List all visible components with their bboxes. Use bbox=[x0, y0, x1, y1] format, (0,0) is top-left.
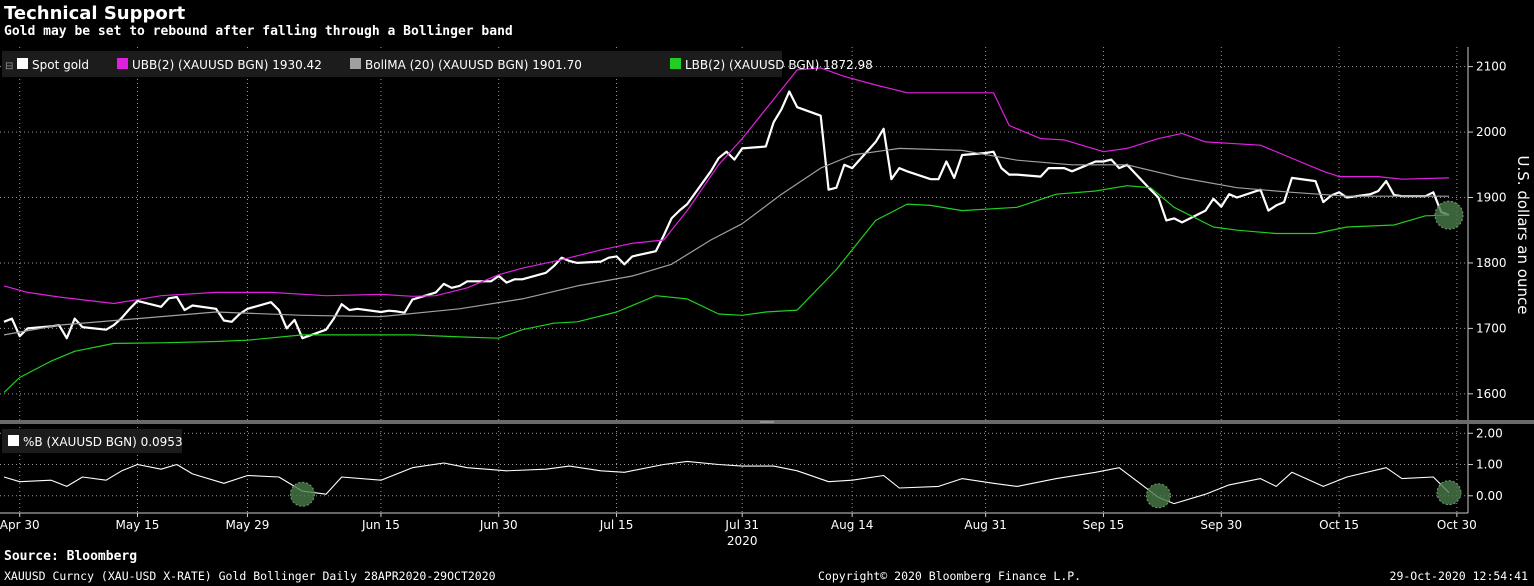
legend-swatch bbox=[117, 58, 128, 69]
series-line bbox=[3, 460, 1450, 505]
series-line bbox=[3, 185, 1450, 393]
source-note: Source: Bloomberg bbox=[4, 549, 138, 564]
legend-label: LBB(2) (XAUUSD BGN) 1872.98 bbox=[685, 58, 873, 72]
x-tick-label: May 15 bbox=[116, 518, 160, 532]
y-tick-label: 2100 bbox=[1476, 60, 1507, 74]
chart-subtitle: Gold may be set to rebound after falling… bbox=[4, 24, 513, 39]
x-tick-label: Oct 30 bbox=[1437, 518, 1477, 532]
x-tick-label: Jul 31 bbox=[724, 518, 759, 532]
legend-swatch bbox=[17, 58, 28, 69]
y-tick-label: 1900 bbox=[1476, 191, 1507, 205]
percent-b-panel-series bbox=[3, 460, 1450, 505]
highlight-marker bbox=[1436, 480, 1462, 506]
legend-collapse-icon: ⊟ bbox=[5, 61, 13, 72]
x-tick-label: Oct 15 bbox=[1319, 518, 1359, 532]
x-tick-label: Apr 30 bbox=[0, 518, 40, 532]
axes: Apr 30 May 15 May 29 Jun 15 Jun 30 Jul 15 Jul … bbox=[0, 47, 1534, 548]
y-tick-label: 0.00 bbox=[1476, 489, 1503, 503]
highlight-markers bbox=[289, 200, 1464, 509]
y-axis-label: U.S. dollars an ounce bbox=[1514, 156, 1532, 315]
y-tick-label: 2.00 bbox=[1476, 426, 1503, 440]
main-legend: ⊟ Spot gold UBB(2) (XAUUSD BGN) 1930.42 Bol… bbox=[2, 51, 873, 77]
legend-background bbox=[2, 429, 182, 453]
y-axis-title: U.S. dollars an ounce bbox=[1514, 156, 1532, 315]
x-year-label: 2020 bbox=[727, 534, 758, 548]
series-line bbox=[3, 147, 1449, 336]
x-tick-label: Jun 15 bbox=[361, 518, 400, 532]
footer-security-description: XAUUSD Curncy (XAU-USD X-RATE) Gold Boll… bbox=[4, 569, 496, 583]
x-tick-label: Sep 15 bbox=[1083, 518, 1125, 532]
legend-label: Spot gold bbox=[32, 58, 89, 72]
x-tick-label: Aug 14 bbox=[831, 518, 874, 532]
legend-background bbox=[2, 51, 782, 77]
main-panel-grid bbox=[0, 47, 1468, 420]
x-tick-label: Jun 30 bbox=[479, 518, 518, 532]
legend-swatch bbox=[350, 58, 361, 69]
y-tick-label: 2000 bbox=[1476, 125, 1507, 139]
x-tick-label: Aug 31 bbox=[964, 518, 1007, 532]
x-tick-label: Sep 30 bbox=[1200, 518, 1242, 532]
y-tick-label: 1600 bbox=[1476, 387, 1507, 401]
series-line bbox=[3, 67, 1450, 305]
main-panel-series bbox=[3, 67, 1450, 393]
legend-label: %B (XAUUSD BGN) 0.0953 bbox=[23, 435, 183, 449]
x-tick-label: May 29 bbox=[225, 518, 269, 532]
x-tick-label: Jul 15 bbox=[599, 518, 634, 532]
highlight-marker bbox=[289, 481, 315, 507]
legend-swatch bbox=[8, 435, 19, 446]
chart-title: Technical Support bbox=[4, 3, 186, 24]
series-line bbox=[3, 90, 1450, 340]
percent-b-legend: %B (XAUUSD BGN) 0.0953 bbox=[2, 429, 183, 453]
legend-label: BollMA (20) (XAUUSD BGN) 1901.70 bbox=[365, 58, 582, 72]
legend-swatch bbox=[670, 58, 681, 69]
legend-label: UBB(2) (XAUUSD BGN) 1930.42 bbox=[132, 58, 322, 72]
footer-timestamp: 29-Oct-2020 12:54:41 bbox=[1389, 569, 1528, 583]
y-tick-label: 1.00 bbox=[1476, 458, 1503, 472]
footer-copyright: Copyright© 2020 Bloomberg Finance L.P. bbox=[818, 569, 1082, 583]
y-tick-label: 1700 bbox=[1476, 321, 1507, 335]
highlight-marker bbox=[1145, 483, 1171, 509]
percent-b-panel-grid bbox=[0, 427, 1468, 513]
highlight-marker bbox=[1434, 200, 1464, 230]
y-tick-label: 1800 bbox=[1476, 256, 1507, 270]
